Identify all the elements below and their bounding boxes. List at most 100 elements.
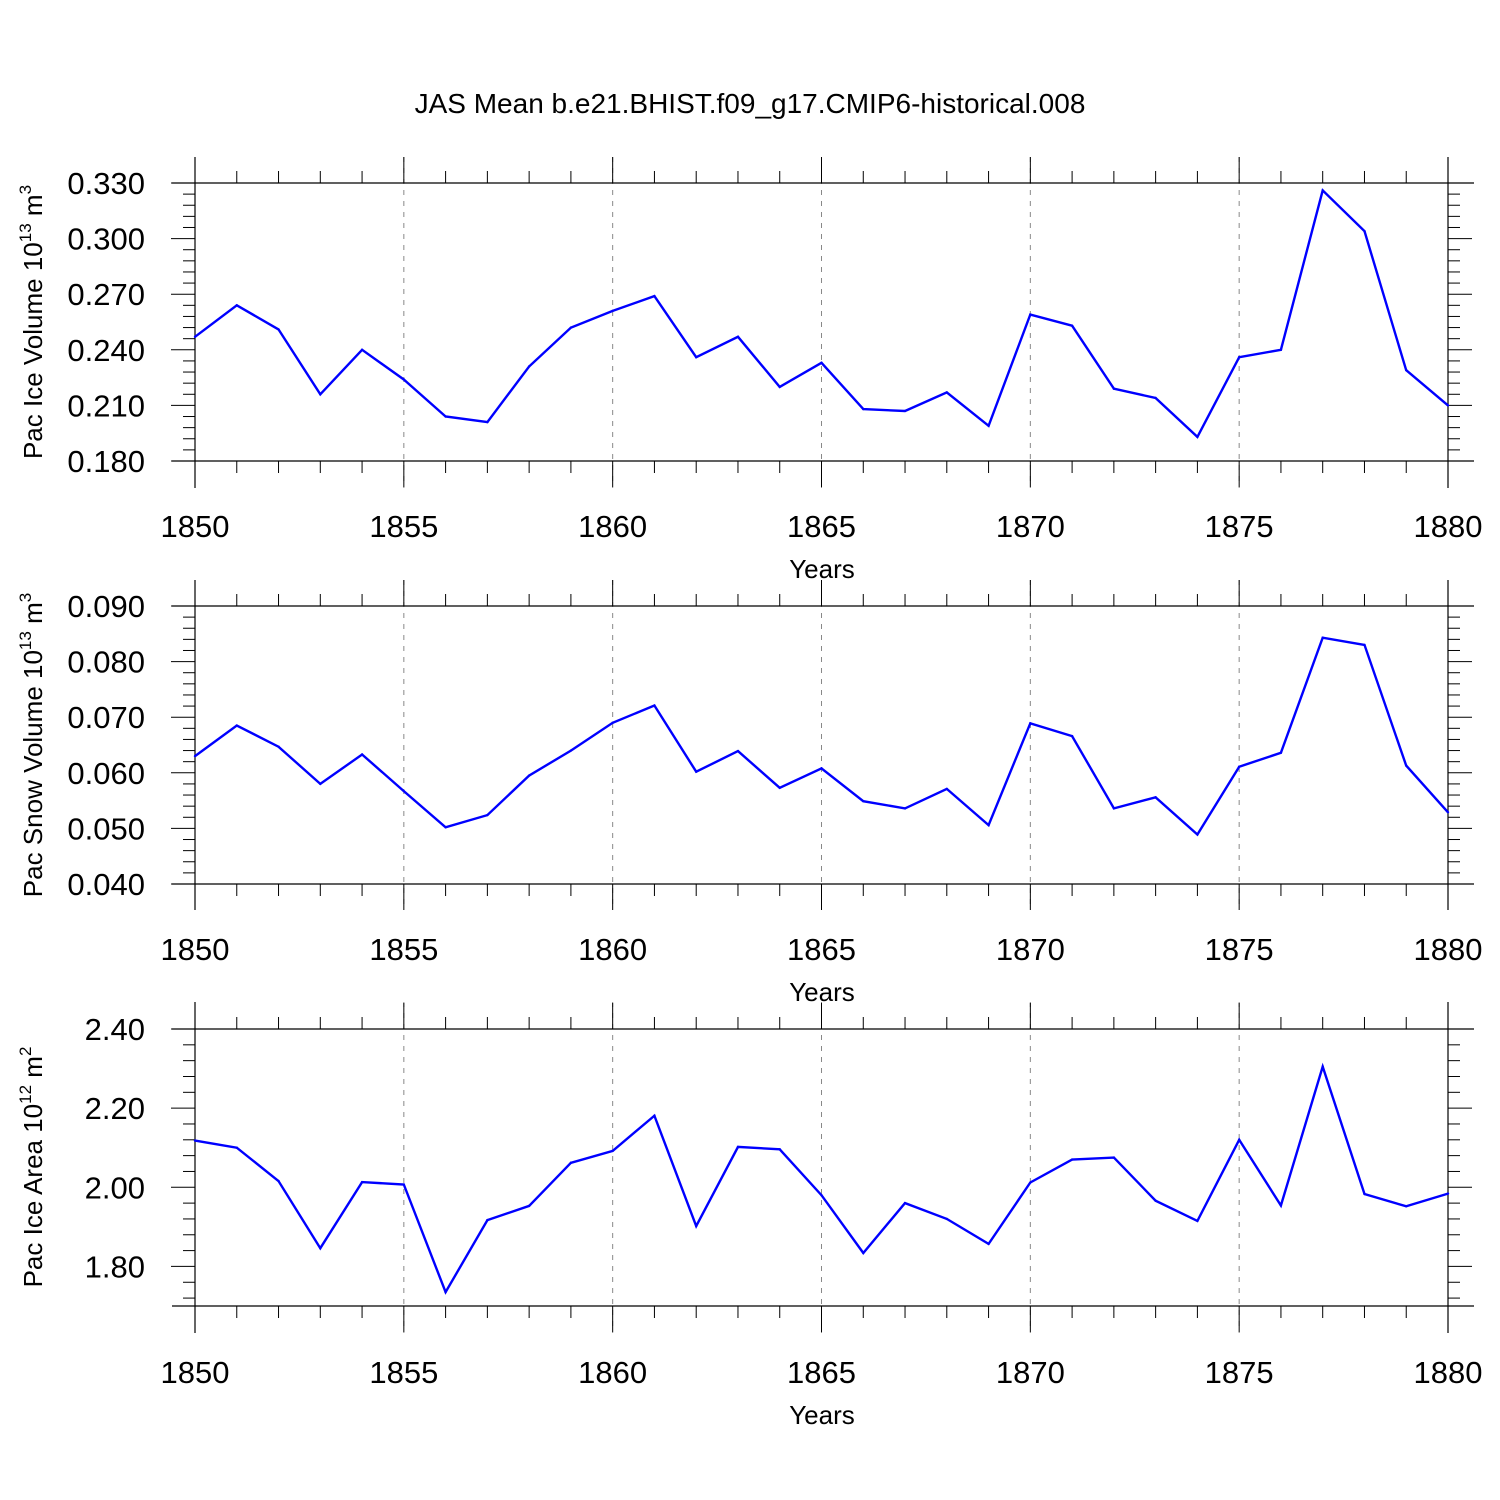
- data-point: [235, 724, 238, 727]
- x-tick-label: 1865: [787, 932, 856, 967]
- x-tick-label: 1875: [1205, 509, 1274, 544]
- y-tick-label: 0.070: [67, 700, 145, 735]
- data-point: [1112, 1156, 1116, 1159]
- data-point: [820, 767, 823, 770]
- data-point: [820, 1194, 823, 1197]
- y-title-text: Pac Snow Volume 10: [18, 650, 48, 897]
- y-tick-label: 1.80: [85, 1249, 145, 1284]
- y-tick-label: 0.300: [67, 222, 145, 257]
- data-point: [277, 745, 280, 748]
- x-tick-label: 1880: [1414, 1355, 1483, 1390]
- y-tick-label: 2.20: [85, 1091, 145, 1126]
- data-point: [1321, 189, 1324, 192]
- data-point: [1321, 636, 1324, 639]
- data-point: [820, 361, 823, 364]
- y-tick-label: 2.40: [85, 1012, 145, 1047]
- data-point: [778, 786, 781, 790]
- x-tick-label: 1870: [996, 509, 1065, 544]
- y-tick-label: 0.210: [67, 388, 145, 423]
- data-point: [193, 754, 197, 758]
- x-tick-label: 1860: [578, 932, 647, 967]
- data-point: [569, 326, 573, 329]
- data-point: [1363, 229, 1366, 233]
- data-point: [945, 787, 948, 791]
- data-point: [1279, 1204, 1283, 1207]
- x-tick-label: 1860: [578, 1355, 647, 1390]
- x-tick-label: 1865: [787, 509, 856, 544]
- data-point: [1112, 807, 1116, 810]
- x-tick-label: 1875: [1205, 1355, 1274, 1390]
- data-point: [611, 721, 614, 724]
- data-point: [611, 309, 614, 313]
- data-point: [1279, 348, 1283, 351]
- data-point: [903, 807, 907, 810]
- x-tick-label: 1850: [161, 932, 230, 967]
- data-point: [987, 424, 990, 427]
- x-tick-label: 1870: [996, 1355, 1065, 1390]
- x-tick-label: 1875: [1205, 932, 1274, 967]
- data-point: [486, 813, 489, 817]
- x-tick-label: 1850: [161, 509, 230, 544]
- data-point: [653, 294, 656, 298]
- data-point: [987, 823, 990, 827]
- data-point: [402, 378, 406, 381]
- data-point: [360, 1180, 364, 1184]
- data-point: [1070, 1158, 1074, 1161]
- y-title-unit: m: [18, 194, 48, 223]
- data-point: [1321, 1065, 1324, 1068]
- data-point: [903, 409, 907, 413]
- y-tick-label: 0.040: [67, 867, 145, 902]
- data-point: [1405, 368, 1408, 372]
- y-tick-label: 0.060: [67, 756, 145, 791]
- x-axis-title: Years: [789, 1400, 855, 1430]
- data-point: [444, 1290, 447, 1294]
- x-tick-label: 1855: [369, 1355, 438, 1390]
- data-point: [1237, 765, 1241, 768]
- x-tick-label: 1850: [161, 1355, 230, 1390]
- data-point: [1070, 734, 1074, 738]
- panel-1: 0.180 0.210 0.240 0.270 0.300 0.330 1850 1855 18…: [16, 157, 1482, 584]
- x-tick-label: 1855: [369, 509, 438, 544]
- data-point: [527, 365, 531, 368]
- data-point: [360, 348, 364, 351]
- data-point: [360, 753, 364, 756]
- y-title-text: Pac Ice Area 10: [18, 1104, 48, 1288]
- x-tick-label: 1865: [787, 1355, 856, 1390]
- y-title-unit-exponent: 2: [16, 1047, 35, 1056]
- y-axis-title: Pac Ice Volume 1013 m3: [16, 185, 48, 459]
- data-point: [402, 789, 406, 793]
- y-title-exponent: 13: [16, 223, 35, 242]
- data-point: [736, 1145, 740, 1149]
- data-point: [862, 407, 865, 411]
- data-point: [402, 1183, 406, 1186]
- data-point: [1237, 356, 1241, 359]
- data-point: [695, 1224, 698, 1228]
- y-axis-title: Pac Snow Volume 1013 m3: [16, 593, 48, 897]
- data-point: [319, 393, 322, 396]
- data-point: [903, 1201, 907, 1205]
- data-point: [486, 1218, 489, 1222]
- data-point: [945, 391, 948, 394]
- data-point: [193, 1139, 197, 1142]
- data-point: [319, 1247, 322, 1250]
- data-point: [444, 826, 447, 829]
- data-point: [945, 1217, 948, 1221]
- data-point: [527, 1204, 531, 1208]
- x-tick-label: 1855: [369, 932, 438, 967]
- data-point: [1029, 722, 1032, 725]
- data-point: [1405, 764, 1408, 767]
- data-point: [1154, 796, 1157, 799]
- y-tick-label: 0.090: [67, 589, 145, 624]
- data-point: [1446, 1192, 1450, 1195]
- x-tick-label: 1880: [1414, 509, 1483, 544]
- data-point: [1112, 387, 1116, 390]
- y-title-unit: m: [18, 1056, 48, 1085]
- y-tick-label: 2.00: [85, 1170, 145, 1205]
- x-tick-label: 1870: [996, 932, 1065, 967]
- panel-2: 0.040 0.050 0.060 0.070 0.080 0.090 1850 1855 18…: [16, 580, 1482, 1007]
- data-point: [486, 420, 489, 424]
- data-point: [235, 304, 238, 307]
- panel-3: 1.80 2.00 2.20 2.40 1850 1855 1860 1865 1870 1875…: [16, 1002, 1482, 1430]
